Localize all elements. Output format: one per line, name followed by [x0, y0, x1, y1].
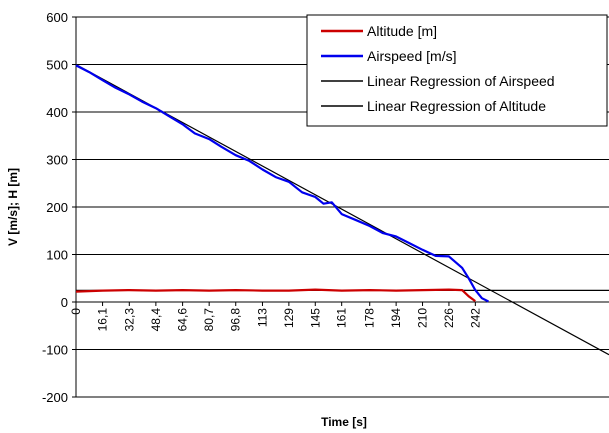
x-axis-ticks: 016,132,348,464,680,796,8113129145161178… — [69, 302, 482, 331]
legend-label: Altitude [m] — [367, 23, 437, 39]
x-tick-label: 64,6 — [176, 308, 190, 332]
x-tick-label: 194 — [389, 308, 403, 328]
y-tick-label: 0 — [61, 295, 68, 310]
y-axis-ticks: 600 500 400 300 200 100 0 -100 -200 — [42, 10, 76, 405]
y-tick-label: 600 — [46, 10, 68, 25]
x-tick-label: 80,7 — [202, 308, 216, 332]
series-line-2 — [75, 64, 489, 303]
y-tick-label: 100 — [46, 248, 68, 263]
x-tick-label: 210 — [416, 308, 430, 328]
x-tick-label: 113 — [255, 308, 269, 327]
legend-box — [306, 14, 608, 127]
y-tick-label: -200 — [42, 390, 68, 405]
x-tick-label: 16,1 — [96, 308, 110, 332]
x-tick-label: 161 — [335, 308, 349, 328]
x-tick-label: 96,8 — [229, 308, 243, 332]
x-tick-label: 32,3 — [122, 308, 136, 332]
series-line-1 — [75, 288, 476, 302]
y-tick-label: 200 — [46, 200, 68, 215]
x-tick-label: 145 — [308, 308, 322, 328]
legend-label: Linear Regression of Altitude — [367, 98, 546, 114]
y-tick-label: 500 — [46, 58, 68, 73]
y-axis-title: V [m/s]; H [m] — [6, 168, 20, 246]
x-tick-label: 129 — [282, 308, 296, 328]
x-tick-label: 48,4 — [149, 308, 163, 332]
x-axis-title: Time [s] — [321, 415, 367, 429]
x-tick-label: 242 — [468, 308, 482, 328]
gridlines — [76, 16, 609, 398]
y-tick-label: 300 — [46, 153, 68, 168]
x-tick-label: 226 — [442, 308, 456, 328]
y-tick-label: -100 — [42, 343, 68, 358]
y-tick-label: 400 — [46, 105, 68, 120]
legend-label: Linear Regression of Airspeed — [367, 73, 555, 89]
legend-label: Airspeed [m/s] — [367, 48, 456, 64]
legend: Altitude [m] Airspeed [m/s] Linear Regress… — [306, 14, 608, 127]
series-lines — [75, 63, 609, 356]
x-tick-label: 178 — [363, 308, 377, 328]
